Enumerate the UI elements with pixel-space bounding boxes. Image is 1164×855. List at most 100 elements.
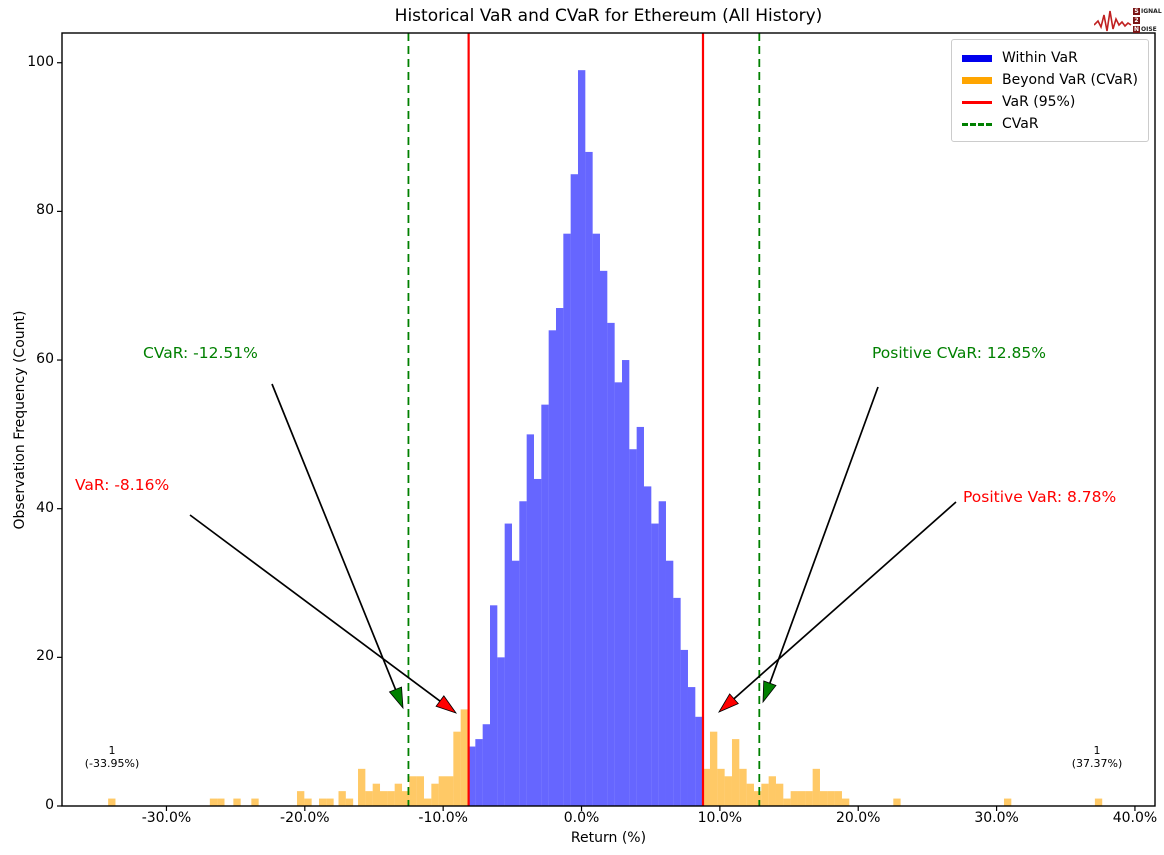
histogram-bar xyxy=(805,791,813,806)
histogram-bar xyxy=(585,151,593,806)
x-tick-label: 0.0% xyxy=(563,810,600,826)
x-tick-label: 10.0% xyxy=(697,810,743,826)
histogram-bar xyxy=(438,776,447,806)
annotation-arrowhead-icon xyxy=(435,695,458,714)
histogram-bar xyxy=(365,791,373,806)
y-tick-label: 40 xyxy=(36,499,54,516)
legend-item-beyond-var: Beyond VaR (CVaR) xyxy=(962,69,1138,91)
histogram-bar xyxy=(577,70,586,807)
callout-var-left: VaR: -8.16% xyxy=(75,476,170,494)
histogram-bar xyxy=(460,709,469,806)
histogram-bar xyxy=(687,687,696,806)
histogram-bar xyxy=(717,768,725,806)
annotation-arrow-line xyxy=(769,386,879,684)
y-tick-label: 20 xyxy=(36,648,54,665)
histogram-bar xyxy=(548,330,556,806)
histogram-bar xyxy=(607,322,615,806)
extreme-min-value: (-33.95%) xyxy=(84,757,140,770)
histogram-bar xyxy=(526,434,534,806)
histogram-bar xyxy=(533,478,542,806)
y-tick-label: 60 xyxy=(36,351,54,368)
logo-text: S IGNAL 2 N OISE xyxy=(1133,7,1162,34)
histogram-bar xyxy=(636,426,644,806)
histogram-bar xyxy=(702,768,710,806)
within-var-swatch-icon xyxy=(962,54,992,62)
histogram-bar xyxy=(296,791,305,806)
histogram-bar xyxy=(541,404,549,806)
legend-item-cvar: CVaR xyxy=(962,113,1138,135)
x-axis-label: Return (%) xyxy=(570,830,647,846)
histogram-bar xyxy=(621,360,630,806)
histogram-bar xyxy=(768,776,776,806)
histogram-bar xyxy=(893,798,901,806)
histogram-bar xyxy=(746,783,754,806)
legend-label: Within VaR xyxy=(1002,50,1078,66)
plot-border xyxy=(61,32,1156,807)
histogram-bar xyxy=(402,791,410,806)
histogram-bar xyxy=(387,791,395,806)
histogram-bar xyxy=(318,798,327,806)
signal2noise-logo: S IGNAL 2 N OISE xyxy=(1094,4,1164,36)
histogram-bar xyxy=(446,776,454,806)
y-tick-label: 0 xyxy=(45,797,54,813)
histogram-bar xyxy=(555,308,564,806)
annotation-arrow-line xyxy=(733,501,957,700)
histogram-bar xyxy=(453,731,461,806)
histogram-bar xyxy=(217,798,225,806)
histogram-bar xyxy=(431,783,439,806)
annotation-arrow-line xyxy=(189,514,441,702)
histogram-bar xyxy=(372,783,381,806)
x-tick-label: -30.0% xyxy=(141,810,192,826)
histogram-bar xyxy=(416,776,425,806)
callout-cvar-right: Positive CVaR: 12.85% xyxy=(872,344,1046,362)
histogram-bar xyxy=(790,791,798,806)
logo-badge-n: N xyxy=(1133,25,1140,33)
histogram-bar xyxy=(409,776,417,806)
annotation-arrowhead-icon xyxy=(718,693,739,713)
chart-title: Historical VaR and CVaR for Ethereum (Al… xyxy=(394,6,823,26)
histogram-bar xyxy=(827,791,835,806)
histogram-bar xyxy=(563,233,571,807)
histogram-bar xyxy=(380,791,388,806)
histogram-bar xyxy=(739,768,747,806)
annotation-arrow-line xyxy=(271,383,397,690)
histogram-bar xyxy=(761,783,769,806)
histogram-bar xyxy=(1094,798,1103,806)
callout-cvar-left: CVaR: -12.51% xyxy=(143,344,258,362)
beyond-var-swatch-icon xyxy=(962,76,992,84)
extreme-max-value: (37.37%) xyxy=(1071,757,1123,770)
histogram-bar xyxy=(482,724,490,806)
histogram-bar xyxy=(233,798,241,806)
legend: Within VaR Beyond VaR (CVaR) VaR (95%) C… xyxy=(951,39,1149,142)
x-tick-label: 20.0% xyxy=(835,810,881,826)
histogram-bar xyxy=(394,783,403,806)
var-line-swatch-icon xyxy=(962,100,992,104)
histogram-bar xyxy=(1003,798,1012,806)
logo-word: IGNAL xyxy=(1141,7,1162,15)
histogram-bar xyxy=(497,657,505,806)
histogram-bar xyxy=(658,501,666,806)
histogram-bar xyxy=(504,523,512,806)
histogram-bar xyxy=(338,791,346,806)
histogram-bar xyxy=(489,605,498,806)
histogram-bar xyxy=(468,746,476,806)
histogram-bar xyxy=(475,739,483,806)
legend-item-within-var: Within VaR xyxy=(962,47,1138,69)
histogram-bar xyxy=(108,798,116,806)
legend-label: CVaR xyxy=(1002,116,1039,132)
histogram-bar xyxy=(209,798,218,806)
histogram-bar xyxy=(519,501,527,806)
logo-word: OISE xyxy=(1141,25,1157,33)
histogram-bar xyxy=(345,798,354,806)
cvar-line-swatch-icon xyxy=(962,122,992,126)
histogram-bar xyxy=(651,523,659,806)
histogram-bar xyxy=(841,798,850,806)
x-tick-label: -10.0% xyxy=(418,810,468,826)
histogram-bar xyxy=(819,791,828,806)
histogram-bar xyxy=(665,560,674,806)
annotation-arrowhead-icon xyxy=(388,686,404,710)
extreme-label-min: 1 (-33.95%) xyxy=(57,744,167,770)
extreme-label-max: 1 (37.37%) xyxy=(1042,744,1152,770)
